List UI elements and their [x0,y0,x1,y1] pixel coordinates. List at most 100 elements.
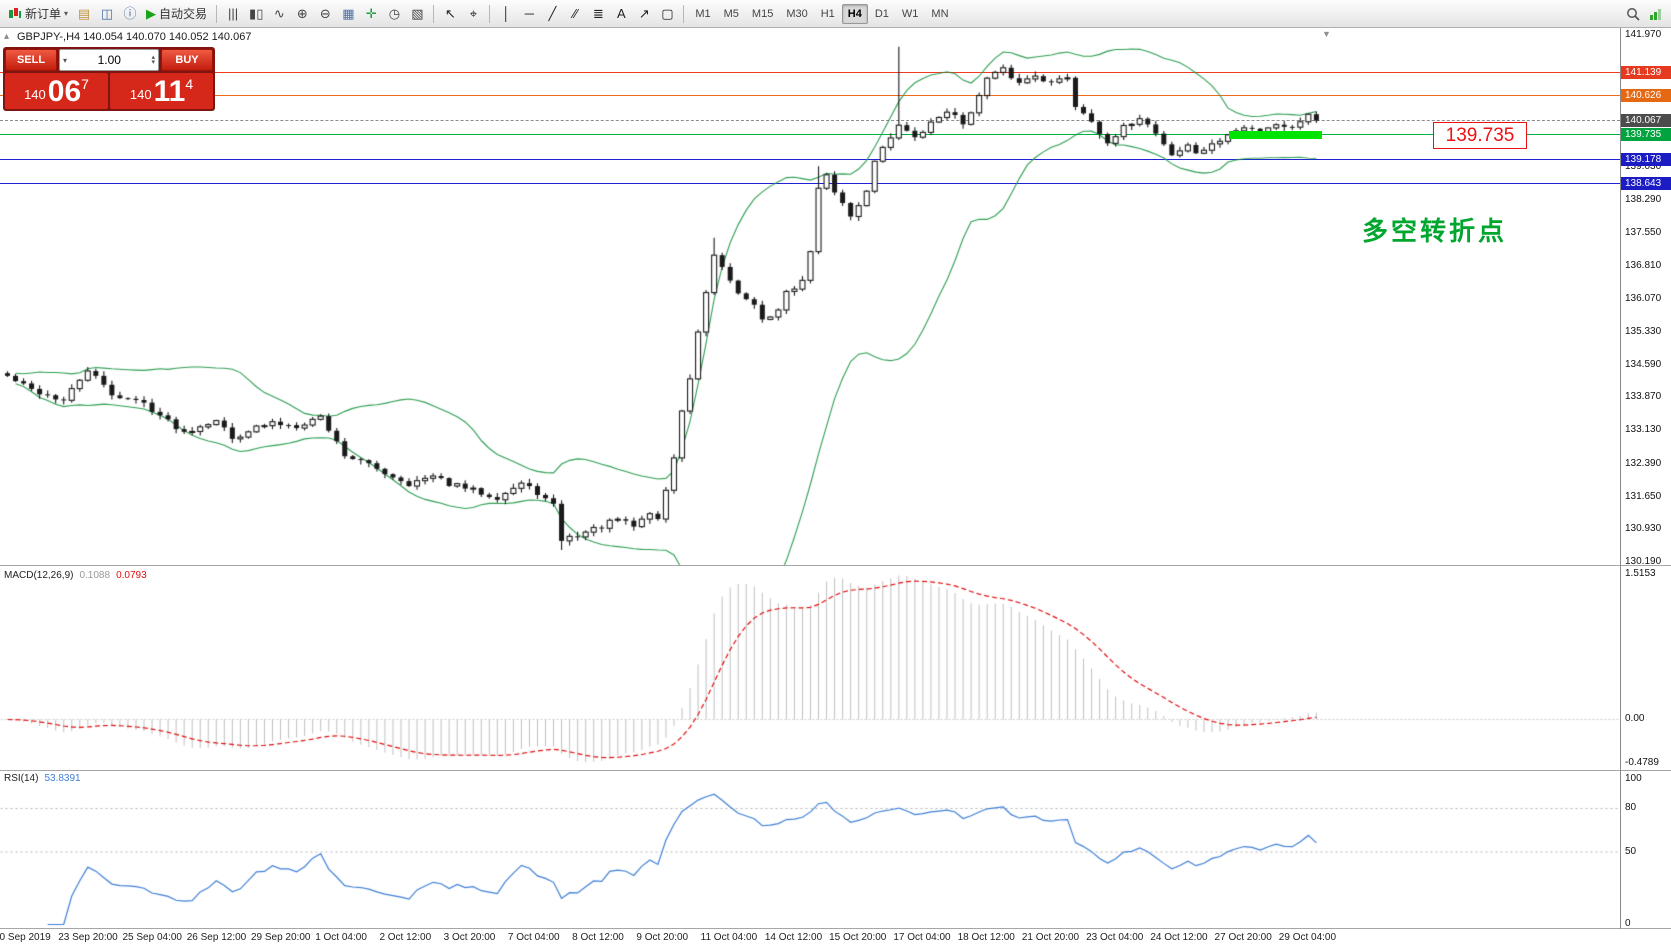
horizontal-line-icon: ─ [524,6,534,21]
price-level-tag: 138.643 [1621,177,1671,190]
bars-chart-button[interactable]: ||| [222,3,244,25]
zoom-out-icon: ⊖ [319,6,331,21]
timeframe-button-m15[interactable]: M15 [746,4,779,24]
symbol-search-button[interactable] [1622,3,1644,25]
volume-stepper[interactable]: ▴ ▾ [151,54,155,66]
periods-button[interactable]: ◷ [383,3,405,25]
autotrading-button[interactable]: ▶ 自动交易 [142,3,211,25]
arrow-tool-button[interactable]: ↗ [633,3,655,25]
timeframe-button-w1[interactable]: W1 [896,4,925,24]
connection-icon [1650,9,1661,20]
trendline-icon: ╱ [548,6,557,21]
volume-dropdown-icon[interactable]: ▾ [63,55,68,65]
pane-divider[interactable] [0,565,1671,566]
line-chart-button[interactable]: ∿ [268,3,290,25]
shapes-button[interactable]: ▢ [656,3,678,25]
trade-level-highlight[interactable] [1229,131,1322,139]
vertical-line-button[interactable]: │ [495,3,517,25]
sell-price-prefix: 140 [24,87,46,102]
zoom-in-button[interactable]: ⊕ [291,3,313,25]
pane-divider[interactable] [0,928,1671,929]
templates-button[interactable]: ▧ [406,3,428,25]
buy-price-big: 11 [153,75,186,108]
channel-button[interactable]: ⁄⁄ [564,3,586,25]
toolbar: 新订单 ▾ ▤ ◫ ⓘ ▶ 自动交易 ||| ▮▯ ∿ ⊕ ⊖ ▦ ✛ ◷ ▧ ↖ ⌖ │ ─ ╱ ⁄⁄ ≣ A… [0,0,1671,28]
cursor-icon: ↖ [444,6,456,21]
price-flag-label: 139.735 [1433,122,1527,149]
candlestick-chart-button[interactable]: ▮▯ [245,3,267,25]
toolbar-separator [489,4,491,23]
indicators-button[interactable]: ✛ [360,3,382,25]
timeframe-button-h1[interactable]: H1 [815,4,841,24]
toolbar-separator [683,4,685,23]
trendline-button[interactable]: ╱ [541,3,563,25]
rsi-axis-label: 100 [1625,773,1642,784]
one-click-trading-panel: SELL ▾ 1.00 ▴ ▾ BUY 140 06 7 140 11 4 [3,47,215,111]
text-button[interactable]: A [610,3,632,25]
time-axis-label: 1 Oct 04:00 [315,932,367,943]
data-window-button[interactable]: ⓘ [119,3,141,25]
volume-down-icon[interactable]: ▾ [151,59,155,66]
time-axis-label: 25 Sep 04:00 [122,932,182,943]
volume-input[interactable]: ▾ 1.00 ▴ ▾ [59,49,159,71]
time-axis-label: 2 Oct 12:00 [379,932,432,943]
data-window-icon: ⓘ [123,6,137,21]
sell-quote[interactable]: 140 06 7 [5,73,108,109]
price-chart-canvas[interactable] [0,28,1620,929]
buy-quote[interactable]: 140 11 4 [110,73,213,109]
profiles-icon: ▤ [77,6,91,21]
one-click-collapse-arrow[interactable]: ▴ [4,31,10,42]
time-axis-label: 7 Oct 04:00 [507,932,560,943]
sell-price-big: 06 [47,75,82,108]
timeframe-button-d1[interactable]: D1 [869,4,895,24]
text-icon: A [617,6,626,21]
volume-value: 1.00 [97,53,121,67]
indicators-icon: ✛ [365,6,377,21]
time-axis-label: 23 Sep 20:00 [58,932,118,943]
pane-divider[interactable] [0,770,1671,771]
price-axis-label: 134.590 [1625,359,1662,371]
crosshair-icon: ⌖ [469,6,478,21]
time-axis-label: 14 Oct 12:00 [764,932,823,943]
buy-button[interactable]: BUY [161,49,213,71]
tile-windows-button[interactable]: ▦ [337,3,359,25]
macd-axis-label: 1.5153 [1625,568,1656,579]
volume-up-icon[interactable]: ▴ [151,54,155,61]
profiles-button[interactable]: ▤ [73,3,95,25]
market-watch-button[interactable]: ◫ [96,3,118,25]
chart-shift-marker[interactable]: ▼ [1322,29,1331,39]
price-axis-label: 135.330 [1625,326,1662,338]
time-axis-label: 11 Oct 04:00 [700,932,758,943]
price-axis-label: 131.650 [1625,490,1662,502]
timeframe-button-m30[interactable]: M30 [780,4,813,24]
vertical-line-icon: │ [502,6,511,21]
timeframe-button-h4[interactable]: H4 [841,3,868,24]
timeframe-button-m5[interactable]: M5 [718,4,745,24]
templates-icon: ▧ [411,6,424,21]
chart-window: ▴ GBPJPY-,H4 140.054 140.070 140.052 140… [0,28,1671,951]
time-axis[interactable]: 20 Sep 2019 23 Sep 20:00 25 Sep 04:00 26 Se… [0,929,1671,951]
price-level-tag: 139.735 [1621,128,1671,141]
timeframe-button-m1[interactable]: M1 [689,4,716,24]
time-axis-label: 8 Oct 12:00 [572,932,624,943]
sell-button[interactable]: SELL [5,49,57,71]
rsi-value: 53.8391 [44,773,81,784]
rsi-axis-label: 0 [1625,918,1631,929]
periods-icon: ◷ [388,6,401,21]
connection-status-button[interactable] [1645,3,1667,25]
candlestick-chart-icon: ▮▯ [249,6,264,21]
cursor-button[interactable]: ↖ [439,3,461,25]
macd-indicator-label: MACD(12,26,9) 0.1088 0.0793 [4,570,147,581]
time-axis-label: 9 Oct 20:00 [636,932,689,943]
horizontal-line-button[interactable]: ─ [518,3,540,25]
crosshair-button[interactable]: ⌖ [462,3,484,25]
new-order-button[interactable]: 新订单 ▾ [4,3,72,25]
fibonacci-button[interactable]: ≣ [587,3,609,25]
timeframe-button-mn[interactable]: MN [925,4,954,24]
time-axis-label: 23 Oct 04:00 [1086,932,1144,943]
zoom-out-button[interactable]: ⊖ [314,3,336,25]
price-level-tag: 140.067 [1621,114,1671,127]
sell-price-pip: 7 [81,76,89,92]
new-order-icon [9,8,21,18]
time-axis-label: 17 Oct 04:00 [893,932,951,943]
